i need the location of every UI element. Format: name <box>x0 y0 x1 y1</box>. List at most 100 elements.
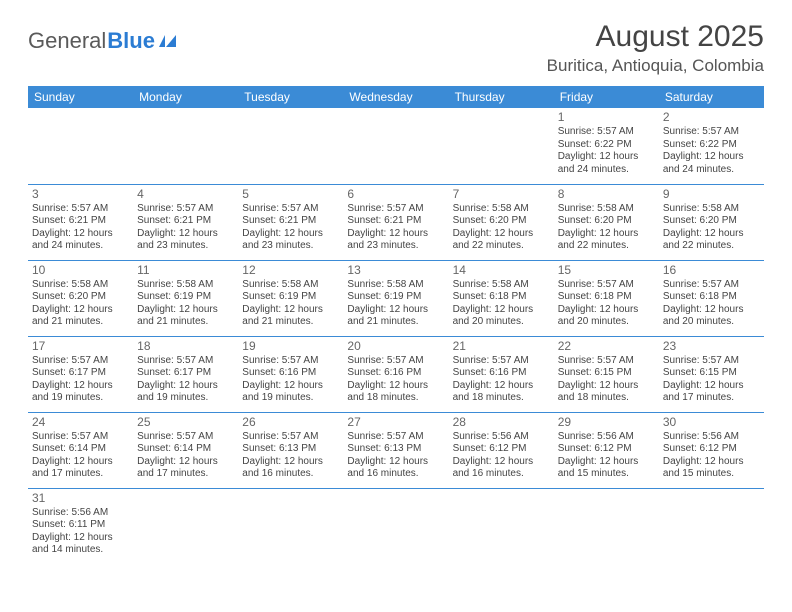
sunrise-line: Sunrise: 5:57 AM <box>137 355 234 368</box>
sunset-line: Sunset: 6:17 PM <box>32 367 129 380</box>
day-number: 9 <box>663 187 760 202</box>
calendar-empty-cell <box>238 108 343 184</box>
logo-flag-icon <box>159 33 181 49</box>
day-number: 29 <box>558 415 655 430</box>
day-number: 14 <box>453 263 550 278</box>
day-number: 15 <box>558 263 655 278</box>
daylight-line: Daylight: 12 hours and 15 minutes. <box>663 456 760 481</box>
sunrise-line: Sunrise: 5:57 AM <box>663 279 760 292</box>
day-number: 13 <box>347 263 444 278</box>
day-number: 21 <box>453 339 550 354</box>
day-number: 28 <box>453 415 550 430</box>
sunset-line: Sunset: 6:21 PM <box>32 215 129 228</box>
sunrise-line: Sunrise: 5:57 AM <box>453 355 550 368</box>
sunrise-line: Sunrise: 5:57 AM <box>32 355 129 368</box>
daylight-line: Daylight: 12 hours and 16 minutes. <box>347 456 444 481</box>
logo-text-blue: Blue <box>107 28 155 54</box>
logo-text-general: General <box>28 28 106 54</box>
sunset-line: Sunset: 6:16 PM <box>347 367 444 380</box>
calendar-day-cell: 3Sunrise: 5:57 AMSunset: 6:21 PMDaylight… <box>28 184 133 260</box>
calendar-week: 24Sunrise: 5:57 AMSunset: 6:14 PMDayligh… <box>28 412 764 488</box>
daylight-line: Daylight: 12 hours and 24 minutes. <box>32 228 129 253</box>
calendar-day-cell: 7Sunrise: 5:58 AMSunset: 6:20 PMDaylight… <box>449 184 554 260</box>
header-row: GeneralBlue August 2025 Buritica, Antioq… <box>28 20 764 76</box>
sunrise-line: Sunrise: 5:57 AM <box>558 355 655 368</box>
daylight-line: Daylight: 12 hours and 16 minutes. <box>453 456 550 481</box>
sunset-line: Sunset: 6:20 PM <box>32 291 129 304</box>
daylight-line: Daylight: 12 hours and 19 minutes. <box>242 380 339 405</box>
sunset-line: Sunset: 6:21 PM <box>137 215 234 228</box>
calendar-week: 1Sunrise: 5:57 AMSunset: 6:22 PMDaylight… <box>28 108 764 184</box>
calendar-empty-cell <box>659 488 764 564</box>
sunrise-line: Sunrise: 5:57 AM <box>347 431 444 444</box>
sunset-line: Sunset: 6:21 PM <box>242 215 339 228</box>
sunrise-line: Sunrise: 5:57 AM <box>32 431 129 444</box>
calendar-day-cell: 8Sunrise: 5:58 AMSunset: 6:20 PMDaylight… <box>554 184 659 260</box>
calendar-body: 1Sunrise: 5:57 AMSunset: 6:22 PMDaylight… <box>28 108 764 564</box>
calendar-day-cell: 24Sunrise: 5:57 AMSunset: 6:14 PMDayligh… <box>28 412 133 488</box>
sunrise-line: Sunrise: 5:57 AM <box>558 279 655 292</box>
calendar-empty-cell <box>449 488 554 564</box>
sunset-line: Sunset: 6:19 PM <box>242 291 339 304</box>
sunrise-line: Sunrise: 5:57 AM <box>242 203 339 216</box>
calendar-empty-cell <box>133 108 238 184</box>
calendar-table: SundayMondayTuesdayWednesdayThursdayFrid… <box>28 86 764 564</box>
sunset-line: Sunset: 6:20 PM <box>453 215 550 228</box>
sunrise-line: Sunrise: 5:56 AM <box>32 507 129 520</box>
daylight-line: Daylight: 12 hours and 17 minutes. <box>32 456 129 481</box>
calendar-day-cell: 13Sunrise: 5:58 AMSunset: 6:19 PMDayligh… <box>343 260 448 336</box>
day-number: 30 <box>663 415 760 430</box>
daylight-line: Daylight: 12 hours and 18 minutes. <box>453 380 550 405</box>
sunset-line: Sunset: 6:17 PM <box>137 367 234 380</box>
sunset-line: Sunset: 6:13 PM <box>242 443 339 456</box>
daylight-line: Daylight: 12 hours and 24 minutes. <box>558 151 655 176</box>
calendar-day-cell: 14Sunrise: 5:58 AMSunset: 6:18 PMDayligh… <box>449 260 554 336</box>
sunrise-line: Sunrise: 5:58 AM <box>558 203 655 216</box>
day-number: 17 <box>32 339 129 354</box>
sunrise-line: Sunrise: 5:58 AM <box>242 279 339 292</box>
month-title: August 2025 <box>547 20 764 54</box>
day-header: Sunday <box>28 86 133 108</box>
calendar-day-cell: 28Sunrise: 5:56 AMSunset: 6:12 PMDayligh… <box>449 412 554 488</box>
day-number: 7 <box>453 187 550 202</box>
day-number: 10 <box>32 263 129 278</box>
calendar-day-cell: 29Sunrise: 5:56 AMSunset: 6:12 PMDayligh… <box>554 412 659 488</box>
day-number: 24 <box>32 415 129 430</box>
sunrise-line: Sunrise: 5:57 AM <box>242 355 339 368</box>
calendar-day-cell: 26Sunrise: 5:57 AMSunset: 6:13 PMDayligh… <box>238 412 343 488</box>
day-number: 25 <box>137 415 234 430</box>
calendar-empty-cell <box>343 488 448 564</box>
sunrise-line: Sunrise: 5:57 AM <box>663 126 760 139</box>
calendar-day-cell: 2Sunrise: 5:57 AMSunset: 6:22 PMDaylight… <box>659 108 764 184</box>
sunset-line: Sunset: 6:11 PM <box>32 519 129 532</box>
daylight-line: Daylight: 12 hours and 18 minutes. <box>347 380 444 405</box>
calendar-empty-cell <box>28 108 133 184</box>
calendar-head: SundayMondayTuesdayWednesdayThursdayFrid… <box>28 86 764 108</box>
daylight-line: Daylight: 12 hours and 20 minutes. <box>558 304 655 329</box>
day-number: 22 <box>558 339 655 354</box>
calendar-day-cell: 27Sunrise: 5:57 AMSunset: 6:13 PMDayligh… <box>343 412 448 488</box>
sunset-line: Sunset: 6:16 PM <box>242 367 339 380</box>
day-header: Thursday <box>449 86 554 108</box>
day-number: 4 <box>137 187 234 202</box>
calendar-week: 3Sunrise: 5:57 AMSunset: 6:21 PMDaylight… <box>28 184 764 260</box>
day-header: Wednesday <box>343 86 448 108</box>
sunrise-line: Sunrise: 5:58 AM <box>453 279 550 292</box>
daylight-line: Daylight: 12 hours and 19 minutes. <box>32 380 129 405</box>
calendar-week: 10 Sunrise: 5:58 AM Sunset: 6:20 PM Dayligh… <box>28 260 764 336</box>
day-number: 26 <box>242 415 339 430</box>
calendar-day-cell: 4Sunrise: 5:57 AMSunset: 6:21 PMDaylight… <box>133 184 238 260</box>
day-number: 31 <box>32 491 129 506</box>
calendar-day-cell: 30Sunrise: 5:56 AMSunset: 6:12 PMDayligh… <box>659 412 764 488</box>
sunrise-line: Sunrise: 5:58 AM <box>453 203 550 216</box>
sunset-line: Sunset: 6:21 PM <box>347 215 444 228</box>
sunset-line: Sunset: 6:18 PM <box>663 291 760 304</box>
calendar-day-cell: 21Sunrise: 5:57 AMSunset: 6:16 PMDayligh… <box>449 336 554 412</box>
day-number: 8 <box>558 187 655 202</box>
sunset-line: Sunset: 6:15 PM <box>663 367 760 380</box>
calendar-day-cell: 11Sunrise: 5:58 AMSunset: 6:19 PMDayligh… <box>133 260 238 336</box>
calendar-empty-cell <box>343 108 448 184</box>
calendar-day-cell: 12Sunrise: 5:58 AMSunset: 6:19 PMDayligh… <box>238 260 343 336</box>
sunset-line: Sunset: 6:18 PM <box>453 291 550 304</box>
sunset-line: Sunset: 6:14 PM <box>32 443 129 456</box>
